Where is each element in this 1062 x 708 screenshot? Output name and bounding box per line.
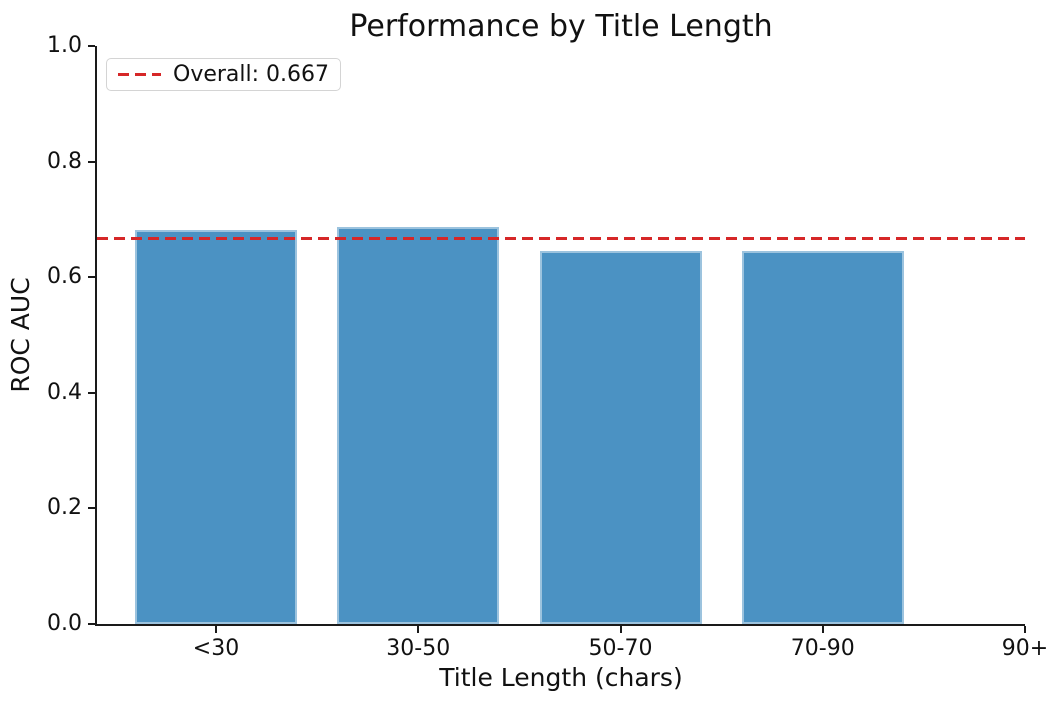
x-tick-mark (417, 626, 420, 633)
bar (135, 230, 297, 624)
legend: Overall: 0.667 (106, 58, 342, 91)
x-tick-label: 90+ (1001, 636, 1049, 661)
x-tick-mark (619, 626, 622, 633)
y-tick-mark (88, 160, 95, 163)
y-tick-mark (88, 623, 95, 625)
y-tick-label: 0.8 (47, 148, 82, 174)
y-axis-title: ROC AUC (6, 277, 35, 393)
y-tick-label: 0.4 (47, 379, 82, 405)
y-tick-label: 0.2 (47, 495, 82, 521)
x-tick-mark (821, 626, 824, 633)
x-tick-mark (215, 626, 217, 633)
y-tick-label: 1.0 (47, 33, 82, 58)
legend-label: Overall: 0.667 (173, 61, 330, 87)
y-tick-label: 0.6 (47, 264, 82, 290)
y-tick-mark (88, 276, 95, 279)
legend-dashed-line-icon (118, 73, 161, 76)
chart-title: Performance by Title Length (349, 9, 773, 44)
y-tick-mark (88, 507, 95, 510)
y-tick-label: 0.0 (47, 611, 82, 636)
y-tick-mark (88, 391, 95, 394)
plot-area: 0.0 0.2 0.4 0.6 0.8 1.0 <30 30-50 50-70 70-90 90+ (47, 35, 1048, 660)
x-axis-title: Title Length (chars) (439, 663, 683, 692)
bar (539, 251, 702, 624)
bar (741, 251, 904, 624)
x-tick-label: <30 (192, 636, 240, 661)
overall-reference-line (97, 236, 1025, 240)
x-tick-mark (1024, 626, 1026, 633)
x-tick-label: 70-90 (790, 636, 855, 661)
bar (337, 226, 500, 624)
x-tick-label: 30-50 (386, 636, 451, 661)
x-tick-label: 50-70 (588, 636, 653, 661)
y-tick-mark (88, 45, 95, 47)
